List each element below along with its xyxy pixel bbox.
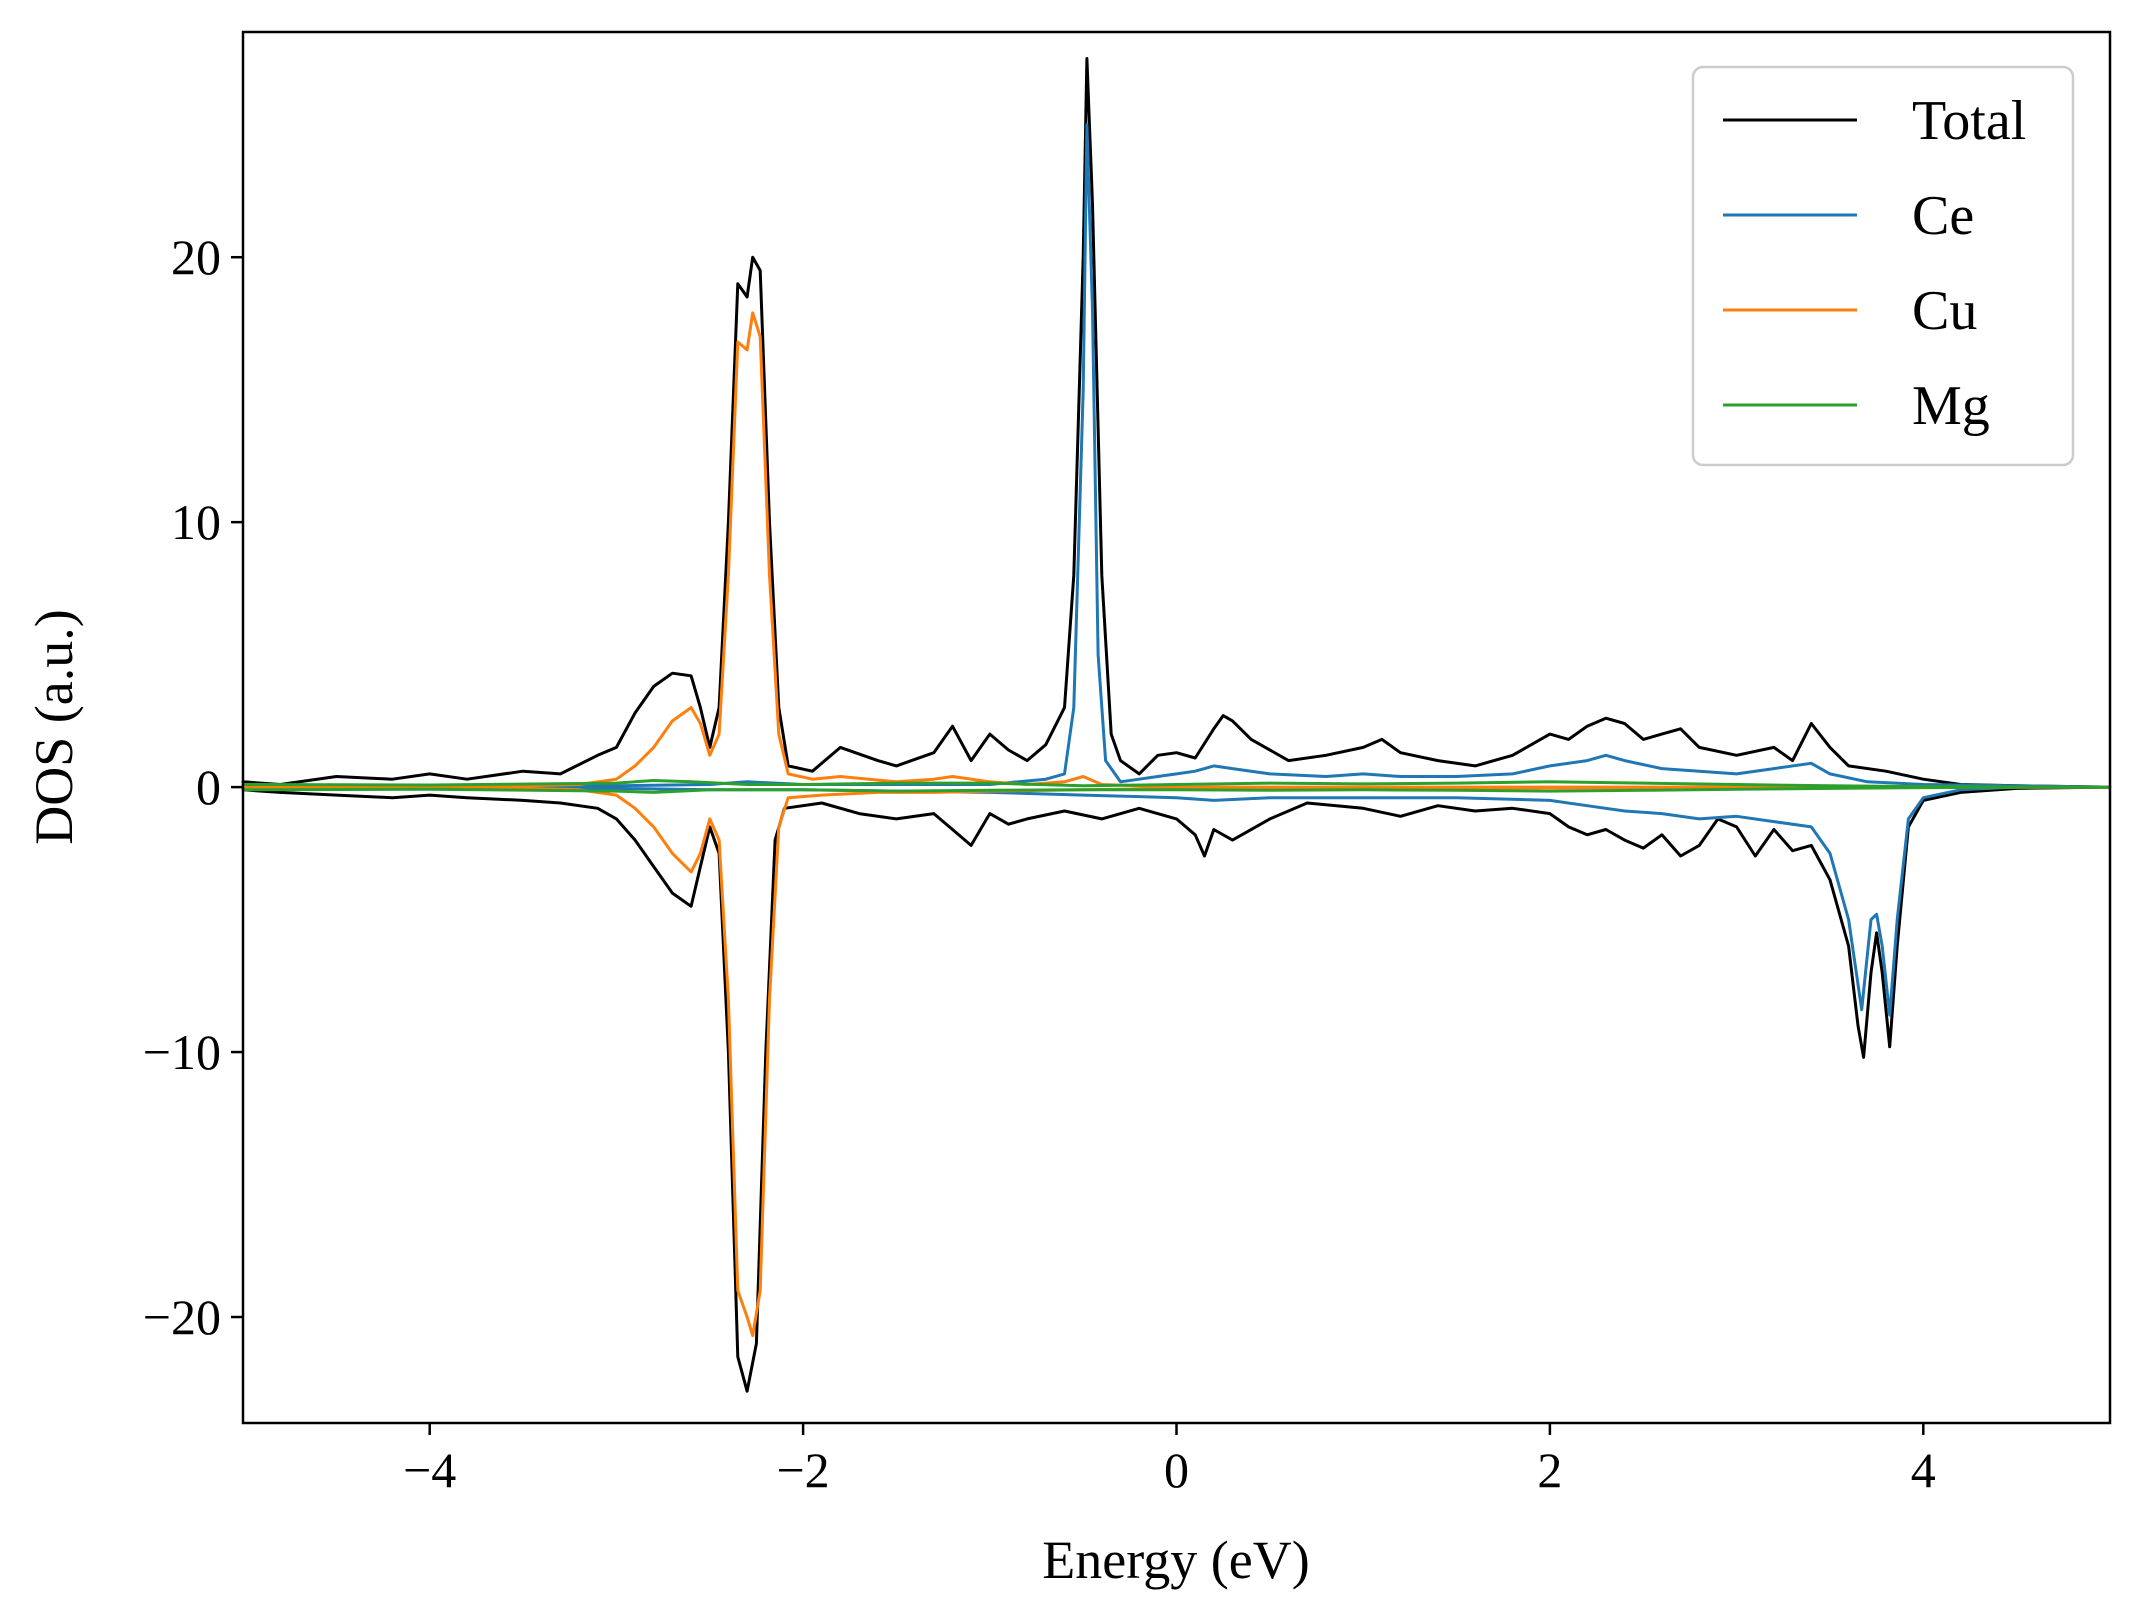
legend-items: Total Ce Cu Mg xyxy=(1723,90,2026,437)
series-line-total-up xyxy=(241,57,2112,789)
series-mg xyxy=(241,779,2112,794)
y-tick-label: −20 xyxy=(143,1289,221,1345)
plot-frame xyxy=(241,30,2112,1425)
x-tick-label: −2 xyxy=(776,1442,829,1498)
x-tick-label: 2 xyxy=(1537,1442,1562,1498)
series-line-ce-down xyxy=(241,785,2112,1017)
series-line-cu-down xyxy=(241,785,2112,1338)
series-line-ce-up xyxy=(241,123,2112,789)
x-axis-label: Energy (eV) xyxy=(1042,1530,1309,1590)
series-line-total-down xyxy=(241,785,2112,1393)
x-tick-label: 0 xyxy=(1164,1442,1189,1498)
series-layer xyxy=(241,57,2112,1393)
legend: Total Ce Cu Mg xyxy=(1691,65,2075,467)
y-tick-label: 0 xyxy=(196,759,221,815)
y-tick-label: −10 xyxy=(143,1024,221,1080)
x-tick-label: 4 xyxy=(1911,1442,1936,1498)
y-tick-label: 10 xyxy=(171,494,221,550)
legend-frame xyxy=(1691,65,2075,467)
legend-label-ce: Ce xyxy=(1912,185,1974,247)
legend-label-total: Total xyxy=(1912,90,2026,152)
y-axis-label: DOS (a.u.) xyxy=(24,609,84,844)
y-tick-label: 20 xyxy=(171,229,221,285)
x-tick-label: −4 xyxy=(403,1442,456,1498)
series-line-mg-down xyxy=(241,785,2112,794)
series-ce xyxy=(241,123,2112,1017)
legend-label-mg: Mg xyxy=(1912,375,1990,437)
legend-label-cu: Cu xyxy=(1912,280,1977,342)
series-total xyxy=(241,57,2112,1393)
series-line-mg-up xyxy=(241,779,2112,789)
